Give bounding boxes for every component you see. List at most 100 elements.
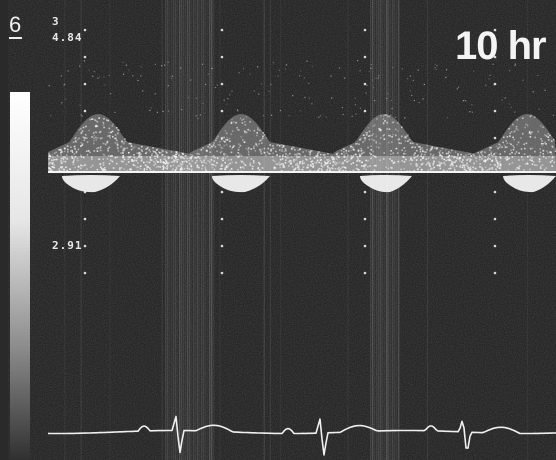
spectrum-speckle — [512, 148, 515, 151]
spectrum-speckle — [279, 155, 281, 158]
spectrum-speckle — [503, 144, 506, 146]
spectrum-speckle — [211, 67, 213, 69]
artifact-stripe — [219, 0, 221, 460]
marker-dot — [363, 55, 367, 59]
spectrum-speckle — [272, 145, 274, 147]
spectrum-speckle — [356, 164, 358, 166]
spectrum-speckle — [199, 114, 201, 116]
spectrum-speckle — [151, 159, 153, 161]
spectrum-speckle — [455, 159, 457, 162]
spectrum-speckle — [532, 161, 535, 163]
spectrum-speckle — [283, 150, 286, 153]
spectrum-speckle — [220, 138, 223, 141]
spectrum-speckle — [83, 60, 85, 62]
spectrum-speckle — [468, 168, 471, 171]
spectrum-speckle — [338, 154, 340, 157]
spectrum-speckle — [258, 162, 260, 164]
spectrum-speckle — [243, 167, 245, 169]
spectrum-speckle — [430, 148, 432, 151]
spectrum-speckle — [62, 161, 64, 163]
spectrum-speckle — [458, 158, 461, 160]
spectrum-speckle — [353, 153, 355, 156]
spectrum-speckle — [222, 140, 225, 142]
spectrum-speckle — [253, 162, 255, 164]
spectrum-speckle — [507, 169, 510, 172]
spectrum-speckle — [369, 135, 371, 137]
spectrum-speckle — [181, 161, 184, 163]
spectrum-speckle — [103, 167, 106, 169]
spectrum-speckle — [387, 167, 390, 170]
spectrum-speckle — [415, 159, 418, 161]
spectrum-speckle — [106, 141, 109, 143]
spectrum-speckle — [425, 158, 428, 160]
spectrum-speckle — [348, 159, 350, 162]
marker-dot — [493, 82, 497, 86]
spectrum-speckle — [451, 161, 454, 164]
spectrum-speckle — [441, 155, 443, 158]
spectrum-speckle — [249, 162, 251, 164]
spectrum-speckle — [231, 147, 233, 150]
spectrum-speckle — [128, 142, 131, 145]
spectrum-speckle — [418, 101, 420, 104]
spectrum-speckle — [108, 131, 111, 134]
spectrum-speckle — [327, 167, 329, 169]
spectrum-speckle — [83, 139, 85, 141]
spectrum-speckle — [253, 90, 255, 92]
spectrum-speckle — [161, 65, 163, 67]
spectrum-speckle — [449, 164, 451, 167]
spectrum-speckle — [190, 165, 193, 168]
spectrum-speckle — [80, 132, 82, 134]
spectrum-speckle — [539, 125, 542, 127]
spectrum-speckle — [515, 125, 518, 128]
spectrum-speckle — [441, 147, 444, 150]
spectrum-speckle — [220, 158, 223, 160]
spectrum-speckle — [365, 168, 367, 171]
spectrum-speckle — [366, 132, 368, 134]
spectrum-speckle — [132, 147, 135, 149]
spectrum-speckle — [297, 166, 300, 168]
spectrum-speckle — [226, 143, 228, 146]
spectrum-speckle — [304, 155, 306, 157]
spectrum-speckle — [102, 168, 105, 170]
spectrum-speckle — [424, 153, 426, 156]
spectrum-speckle — [147, 166, 150, 168]
spectrum-speckle — [74, 137, 76, 140]
spectrum-speckle — [75, 141, 77, 143]
spectrum-speckle — [61, 157, 63, 159]
spectrum-speckle — [241, 122, 244, 124]
spectrum-speckle — [526, 163, 529, 165]
spectrum-speckle — [281, 146, 283, 149]
spectrum-speckle — [284, 148, 287, 150]
spectrum-speckle — [249, 121, 251, 123]
artifact-stripe — [207, 0, 209, 460]
spectrum-speckle — [510, 143, 512, 146]
spectrum-speckle — [542, 155, 545, 158]
spectrum-speckle — [229, 145, 231, 148]
spectrum-speckle — [220, 165, 223, 167]
spectrum-speckle — [448, 159, 451, 161]
spectrum-speckle — [72, 163, 75, 166]
spectrum-speckle — [48, 155, 51, 157]
spectrum-speckle — [416, 149, 418, 152]
spectrum-speckle — [85, 125, 88, 128]
spectrum-speckle — [332, 157, 334, 160]
spectrum-speckle — [329, 159, 331, 162]
spectrum-speckle — [285, 64, 288, 66]
spectrum-speckle — [252, 160, 255, 162]
spectrum-speckle — [296, 155, 298, 157]
spectrum-speckle — [525, 123, 527, 126]
spectrum-speckle — [547, 139, 550, 141]
spectrum-speckle — [379, 142, 381, 145]
spectrum-speckle — [413, 153, 416, 156]
spectrum-speckle — [506, 158, 509, 161]
spectrum-speckle — [159, 166, 161, 168]
spectrum-speckle — [506, 146, 509, 148]
spectrum-speckle — [190, 164, 192, 166]
spectrum-speckle — [236, 127, 238, 129]
spectrum-speckle — [473, 154, 476, 157]
artifact-stripe — [183, 0, 185, 460]
spectrum-speckle — [267, 147, 270, 150]
spectrum-speckle — [175, 151, 178, 153]
spectrum-speckle — [331, 157, 333, 159]
spectrum-speckle — [126, 169, 128, 172]
